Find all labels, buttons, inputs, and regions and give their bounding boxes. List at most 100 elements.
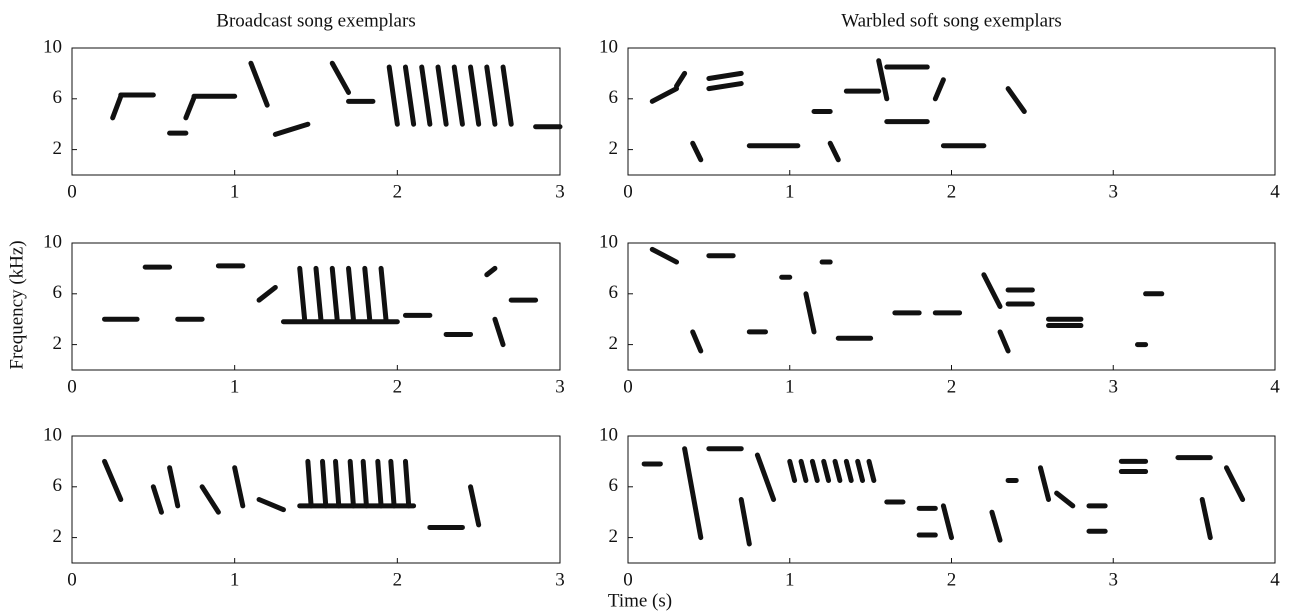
y-tick-label: 10 [599,36,618,57]
syllable [690,329,704,354]
syllable [1223,465,1246,502]
syllable [320,458,329,509]
syllable [1037,465,1052,502]
y-tick-label: 2 [609,526,619,547]
plot-frame [71,242,561,371]
y-tick-label: 6 [609,475,619,496]
syllable [150,484,164,515]
x-tick-label: 1 [785,181,795,202]
syllable [375,458,384,509]
panel-title: Warbled soft song exemplars [841,10,1062,31]
syllable [419,64,433,127]
syllable [876,58,890,102]
syllable [827,140,841,163]
y-tick-label: 6 [609,282,619,303]
y-tick-label: 10 [599,231,618,252]
x-tick-label: 3 [1109,376,1119,397]
syllable [674,70,688,89]
x-tick-label: 4 [1270,181,1280,202]
x-tick-label: 4 [1270,569,1280,590]
y-tick-label: 10 [43,231,62,252]
syllable [500,64,514,127]
x-tick-label: 1 [230,569,240,590]
syllable [932,77,946,102]
x-tick-label: 2 [947,181,957,202]
syllable [386,64,400,127]
syllable [329,265,340,322]
y-tick-label: 6 [53,282,63,303]
y-axis-label: Frequency (kHz) [6,240,27,369]
panel-title: Broadcast song exemplars [216,10,415,31]
syllable [803,291,817,335]
syllable [682,446,704,541]
y-tick-label: 6 [53,87,63,108]
plot-frame [627,47,1276,176]
x-tick-label: 0 [67,376,77,397]
syllable [333,458,342,509]
syllable [329,60,352,95]
syllable [706,70,744,81]
y-tick-label: 2 [609,333,619,354]
syllable [484,64,498,127]
syllable [435,64,449,127]
syllable [1054,490,1076,509]
x-tick-label: 0 [67,181,77,202]
syllable [362,265,373,322]
syllable [997,329,1011,354]
syllable [360,458,369,509]
y-tick-label: 2 [53,526,63,547]
syllable [798,458,809,483]
syllable [305,458,314,509]
syllable [484,265,498,278]
syllable [981,272,1003,309]
x-tick-label: 2 [947,569,957,590]
syllable [690,140,704,163]
syllable [183,95,197,121]
y-tick-label: 2 [53,138,63,159]
x-tick-label: 2 [393,181,403,202]
plot-frame [71,47,561,176]
x-tick-label: 1 [785,376,795,397]
syllable [468,484,482,528]
syllable [832,458,843,483]
syllable [272,121,311,137]
y-tick-label: 10 [43,36,62,57]
x-axis-label: Time (s) [608,590,672,611]
syllable [313,265,324,322]
syllable [102,458,124,502]
syllable [232,465,246,509]
syllable [787,458,798,483]
plot-frame [627,435,1276,564]
x-tick-label: 1 [230,181,240,202]
syllable [297,265,308,322]
syllable [347,458,356,509]
x-tick-label: 3 [1109,569,1119,590]
syllable [1005,86,1027,114]
syllable [706,81,744,92]
x-tick-label: 0 [623,376,633,397]
x-tick-label: 2 [393,376,403,397]
syllable [468,64,482,127]
x-tick-label: 3 [1109,181,1119,202]
syllable [378,265,389,322]
syllable [754,452,777,502]
x-tick-label: 4 [1270,376,1280,397]
x-tick-label: 0 [623,569,633,590]
y-tick-label: 2 [53,333,63,354]
x-tick-label: 2 [947,376,957,397]
syllable [821,458,832,483]
x-tick-label: 3 [555,569,565,590]
x-tick-label: 3 [555,181,565,202]
y-tick-label: 6 [609,87,619,108]
syllable [809,458,820,483]
syllable [492,316,506,348]
syllable [738,497,752,547]
syllable [402,64,417,127]
syllable [256,497,286,513]
y-tick-label: 2 [609,138,619,159]
x-tick-label: 0 [67,569,77,590]
syllable [855,458,866,483]
syllable [649,246,680,265]
x-tick-label: 2 [393,569,403,590]
